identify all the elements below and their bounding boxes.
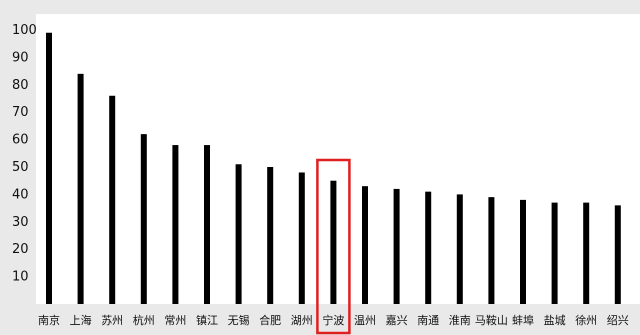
y-tick-label: 50 — [12, 160, 29, 175]
bar — [614, 205, 621, 304]
bars — [46, 32, 621, 305]
x-tick-label: 上海 — [70, 313, 92, 327]
x-axis: 南京 上海 苏州 杭州 常州 镇江 无锡 合肥 湖州 宁波 温州 嘉兴 南通 淮南 马鞍山 蚌埠 盐城 徐州 绍兴 — [38, 313, 629, 327]
y-tick-label: 20 — [12, 242, 29, 257]
x-tick-label: 杭州 — [133, 313, 155, 327]
x-tick-label: 南通 — [417, 314, 439, 327]
x-tick-label: 苏州 — [101, 314, 123, 327]
bar — [520, 199, 526, 304]
bar — [172, 145, 179, 304]
y-tick-label: 100 — [12, 23, 37, 38]
x-tick-label: 宁波 — [322, 313, 344, 327]
y-tick-label: 80 — [12, 78, 29, 93]
bar — [109, 95, 116, 304]
x-tick-label: 蚌埠 — [512, 313, 534, 327]
y-axis: 10 20 30 40 50 60 70 80 90 100 — [12, 23, 37, 285]
x-tick-label: 常州 — [164, 314, 186, 327]
x-tick-label: 马鞍山 — [475, 313, 508, 327]
bar — [46, 32, 52, 305]
y-tick-label: 70 — [12, 105, 29, 120]
x-tick-label: 徐州 — [575, 313, 597, 327]
highlight-box — [316, 158, 351, 335]
bar — [362, 186, 368, 304]
y-tick-label: 90 — [12, 50, 29, 65]
x-tick-label: 无锡 — [228, 313, 250, 327]
bar — [235, 164, 242, 304]
x-tick-label: 绍兴 — [607, 313, 629, 327]
x-tick-label: 嘉兴 — [386, 313, 408, 327]
bar — [425, 191, 432, 304]
bar — [267, 167, 274, 304]
bar — [583, 202, 590, 304]
bar — [488, 197, 495, 304]
bar — [551, 202, 558, 304]
x-tick-label: 盐城 — [544, 314, 566, 327]
y-tick-label: 30 — [12, 215, 29, 230]
bar — [298, 172, 305, 304]
x-tick-label: 淮南 — [449, 314, 471, 327]
y-tick-label: 40 — [12, 187, 29, 202]
bar — [456, 194, 463, 304]
x-tick-label: 南京 — [38, 313, 60, 327]
y-tick-label: 60 — [12, 133, 29, 148]
x-tick-label: 镇江 — [196, 313, 218, 327]
bar — [204, 145, 210, 304]
y-tick-label: 10 — [12, 270, 29, 285]
bar — [393, 188, 400, 304]
x-tick-label: 湖州 — [291, 314, 313, 327]
bar — [330, 180, 337, 304]
bar — [140, 134, 147, 304]
x-tick-label: 合肥 — [259, 313, 281, 327]
bar — [77, 73, 84, 304]
x-tick-label: 温州 — [354, 314, 376, 327]
